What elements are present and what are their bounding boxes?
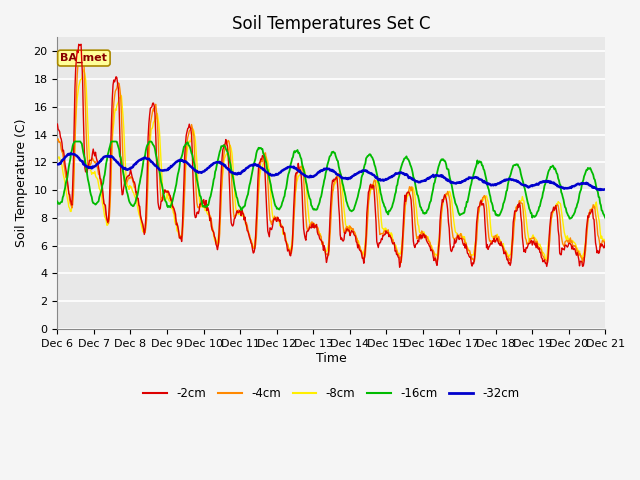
Text: BA_met: BA_met [60, 53, 108, 63]
X-axis label: Time: Time [316, 351, 347, 364]
Legend: -2cm, -4cm, -8cm, -16cm, -32cm: -2cm, -4cm, -8cm, -16cm, -32cm [139, 383, 524, 405]
Title: Soil Temperatures Set C: Soil Temperatures Set C [232, 15, 431, 33]
Y-axis label: Soil Temperature (C): Soil Temperature (C) [15, 119, 28, 247]
